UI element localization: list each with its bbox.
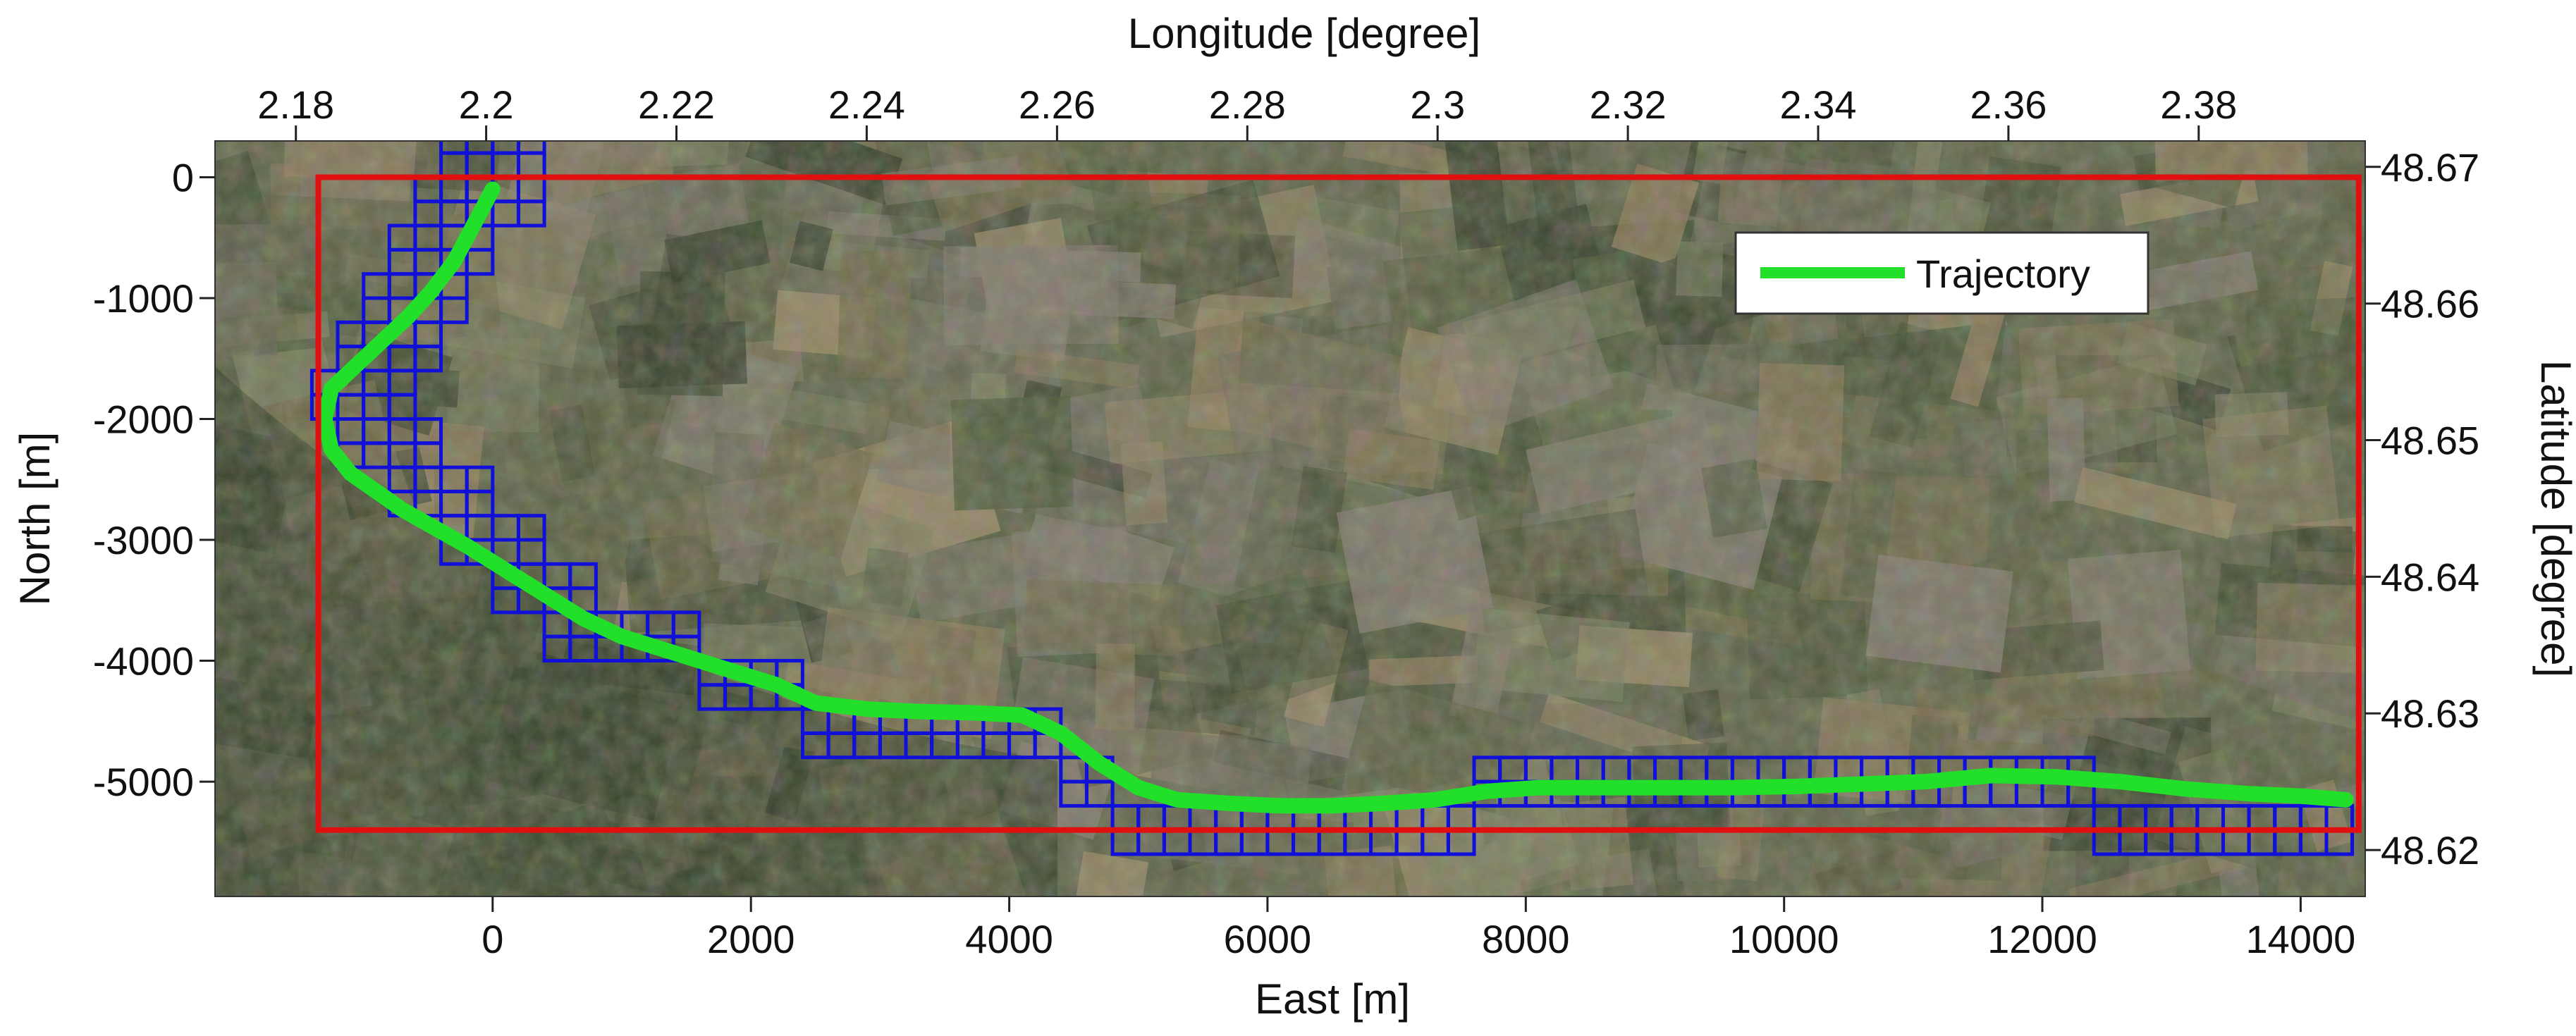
grid-block <box>1085 779 1115 808</box>
axis-tick-label: 2.38 <box>2160 82 2237 127</box>
axis-tick-label: 6000 <box>1224 917 1312 961</box>
legend-label-trajectory: Trajectory <box>1916 252 2090 296</box>
y-right-axis: 48.67 48.66 48.65 48.64 48.63 48.62 <box>2365 145 2479 872</box>
axis-tick-label: 2.22 <box>638 82 715 127</box>
trajectory-line <box>317 181 2354 814</box>
reference-area-rectangle <box>315 174 2362 833</box>
x-bottom-axis: 0 2000 4000 6000 8000 10000 12000 14000 <box>482 896 2355 961</box>
grid-block <box>413 345 443 373</box>
axis-tick-label: 2.26 <box>1019 82 1096 127</box>
axis-tick-label: 2.24 <box>828 82 905 127</box>
axis-tick-label: 2.28 <box>1209 82 1286 127</box>
plot-frame <box>214 140 2366 897</box>
grid-block <box>517 199 546 228</box>
axis-tick-label: -3000 <box>93 518 194 562</box>
axis-tick-label: -2000 <box>93 397 194 442</box>
axis-tick-label: 2000 <box>707 917 795 961</box>
x-top-axis: 2.18 2.2 2.22 2.24 2.26 2.28 2.3 2.32 2.34 2.36 2.… <box>257 82 2237 141</box>
x-bottom-axis-label: East [m] <box>1255 975 1410 1023</box>
axis-tick-label: 2.3 <box>1410 82 1465 127</box>
axis-tick-label: 12000 <box>1987 917 2097 961</box>
axis-tick-label: 2.2 <box>459 82 514 127</box>
axis-tick-label: -4000 <box>93 639 194 684</box>
axis-tick-label: 48.67 <box>2381 145 2479 190</box>
axis-tick-label: 8000 <box>1482 917 1570 961</box>
plot-area <box>214 140 2366 897</box>
axis-tick-label: 2.34 <box>1780 82 1857 127</box>
axis-tick-label: 10000 <box>1729 917 1839 961</box>
axis-tick-label: -1000 <box>93 276 194 321</box>
axis-tick-label: 0 <box>172 156 194 200</box>
x-top-axis-label: Longitude [degree] <box>1128 10 1480 57</box>
axis-tick-label: 2.36 <box>1970 82 2047 127</box>
y-right-axis-label: Latitude [degree] <box>2532 360 2576 677</box>
grid-block <box>439 296 469 324</box>
axis-tick-label: 0 <box>482 917 503 961</box>
axis-tick-label: 48.64 <box>2381 555 2479 599</box>
axis-tick-label: 2.18 <box>257 82 334 127</box>
grid-blocks <box>309 141 2355 856</box>
axis-tick-label: 48.62 <box>2381 828 2479 872</box>
axis-tick-label: 4000 <box>965 917 1053 961</box>
axis-tick-label: 48.66 <box>2381 282 2479 326</box>
legend: Trajectory <box>1734 231 2149 315</box>
axis-tick-label: 14000 <box>2246 917 2356 961</box>
axis-tick-label: 48.65 <box>2381 419 2479 463</box>
axis-tick-label: 48.63 <box>2381 691 2479 736</box>
axis-tick-label: 2.32 <box>1590 82 1667 127</box>
y-left-axis: 0 -1000 -2000 -3000 -4000 -5000 <box>93 156 215 804</box>
y-left-axis-label: North [m] <box>11 432 59 606</box>
axis-tick-label: -5000 <box>93 760 194 804</box>
grid-block <box>465 247 495 276</box>
